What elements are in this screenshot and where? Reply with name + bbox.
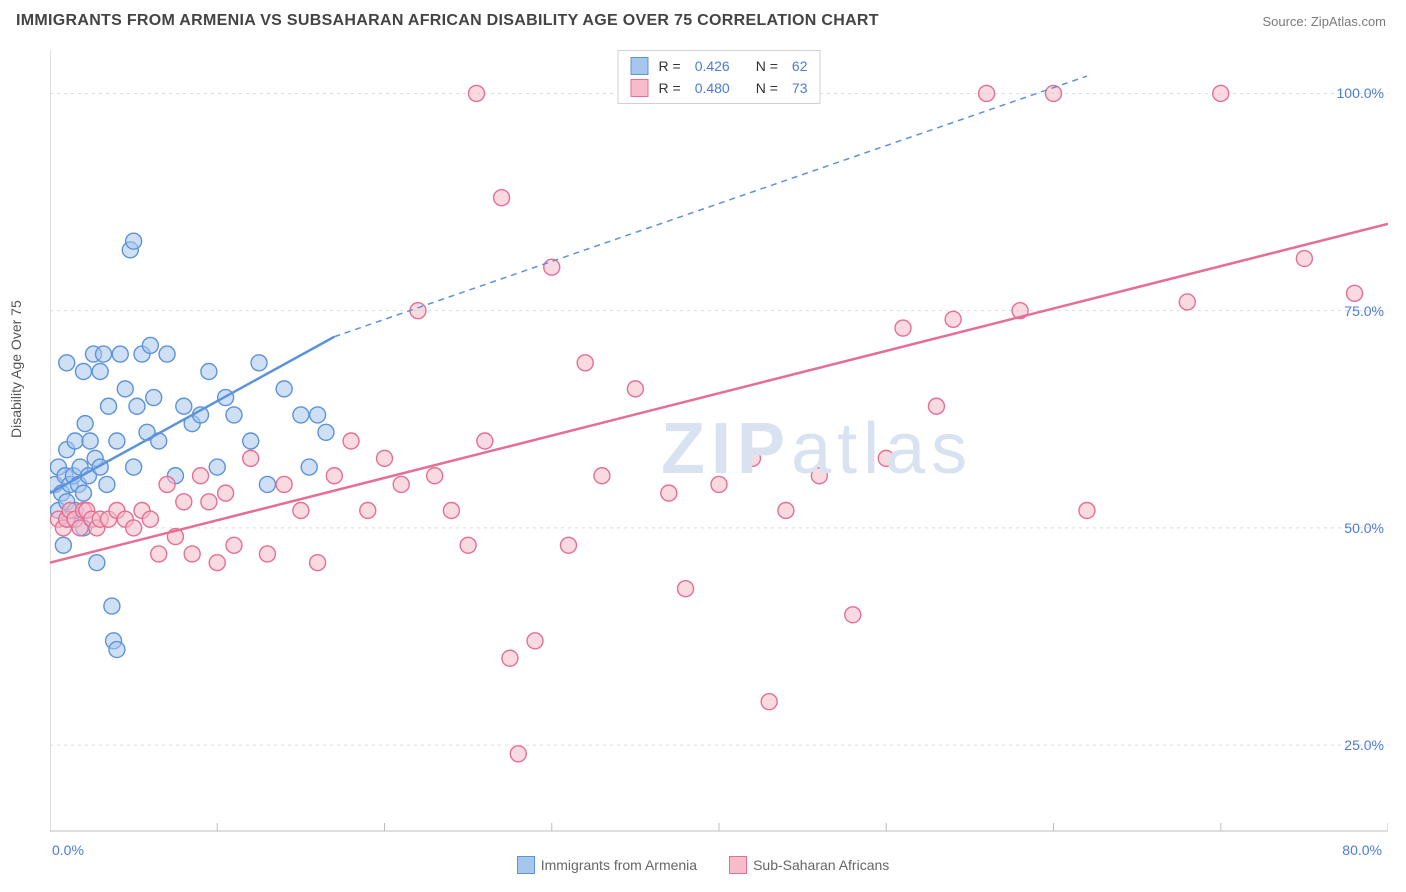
y-tick-label: 25.0% <box>1344 737 1384 753</box>
y-tick-label: 100.0% <box>1337 85 1384 101</box>
plot-area: ZIPatlas R = 0.426 N = 62 R = 0.480 N = … <box>50 50 1388 832</box>
swatch-armenia <box>631 57 649 75</box>
n-value-subsaharan: 73 <box>792 80 808 96</box>
n-label: N = <box>756 58 778 74</box>
legend-item-armenia: Immigrants from Armenia <box>517 856 697 874</box>
correlation-legend: R = 0.426 N = 62 R = 0.480 N = 73 <box>618 50 821 104</box>
legend-label-subsaharan: Sub-Saharan Africans <box>753 857 889 873</box>
legend-swatch-subsaharan <box>729 856 747 874</box>
chart-title: IMMIGRANTS FROM ARMENIA VS SUBSAHARAN AF… <box>16 12 879 30</box>
r-value-armenia: 0.426 <box>695 58 730 74</box>
legend-item-subsaharan: Sub-Saharan Africans <box>729 856 889 874</box>
source-attribution: Source: ZipAtlas.com <box>1262 14 1386 29</box>
y-tick-label: 75.0% <box>1344 303 1384 319</box>
y-tick-label: 50.0% <box>1344 520 1384 536</box>
scatter-plot-svg <box>50 50 1388 832</box>
r-label: R = <box>659 80 681 96</box>
legend-swatch-armenia <box>517 856 535 874</box>
r-value-subsaharan: 0.480 <box>695 80 730 96</box>
correlation-row-subsaharan: R = 0.480 N = 73 <box>627 77 812 99</box>
n-label: N = <box>756 80 778 96</box>
correlation-row-armenia: R = 0.426 N = 62 <box>627 55 812 77</box>
series-legend: Immigrants from Armenia Sub-Saharan Afri… <box>0 856 1406 874</box>
legend-label-armenia: Immigrants from Armenia <box>541 857 697 873</box>
swatch-subsaharan <box>631 79 649 97</box>
y-axis-label: Disability Age Over 75 <box>8 300 24 438</box>
r-label: R = <box>659 58 681 74</box>
n-value-armenia: 62 <box>792 58 808 74</box>
